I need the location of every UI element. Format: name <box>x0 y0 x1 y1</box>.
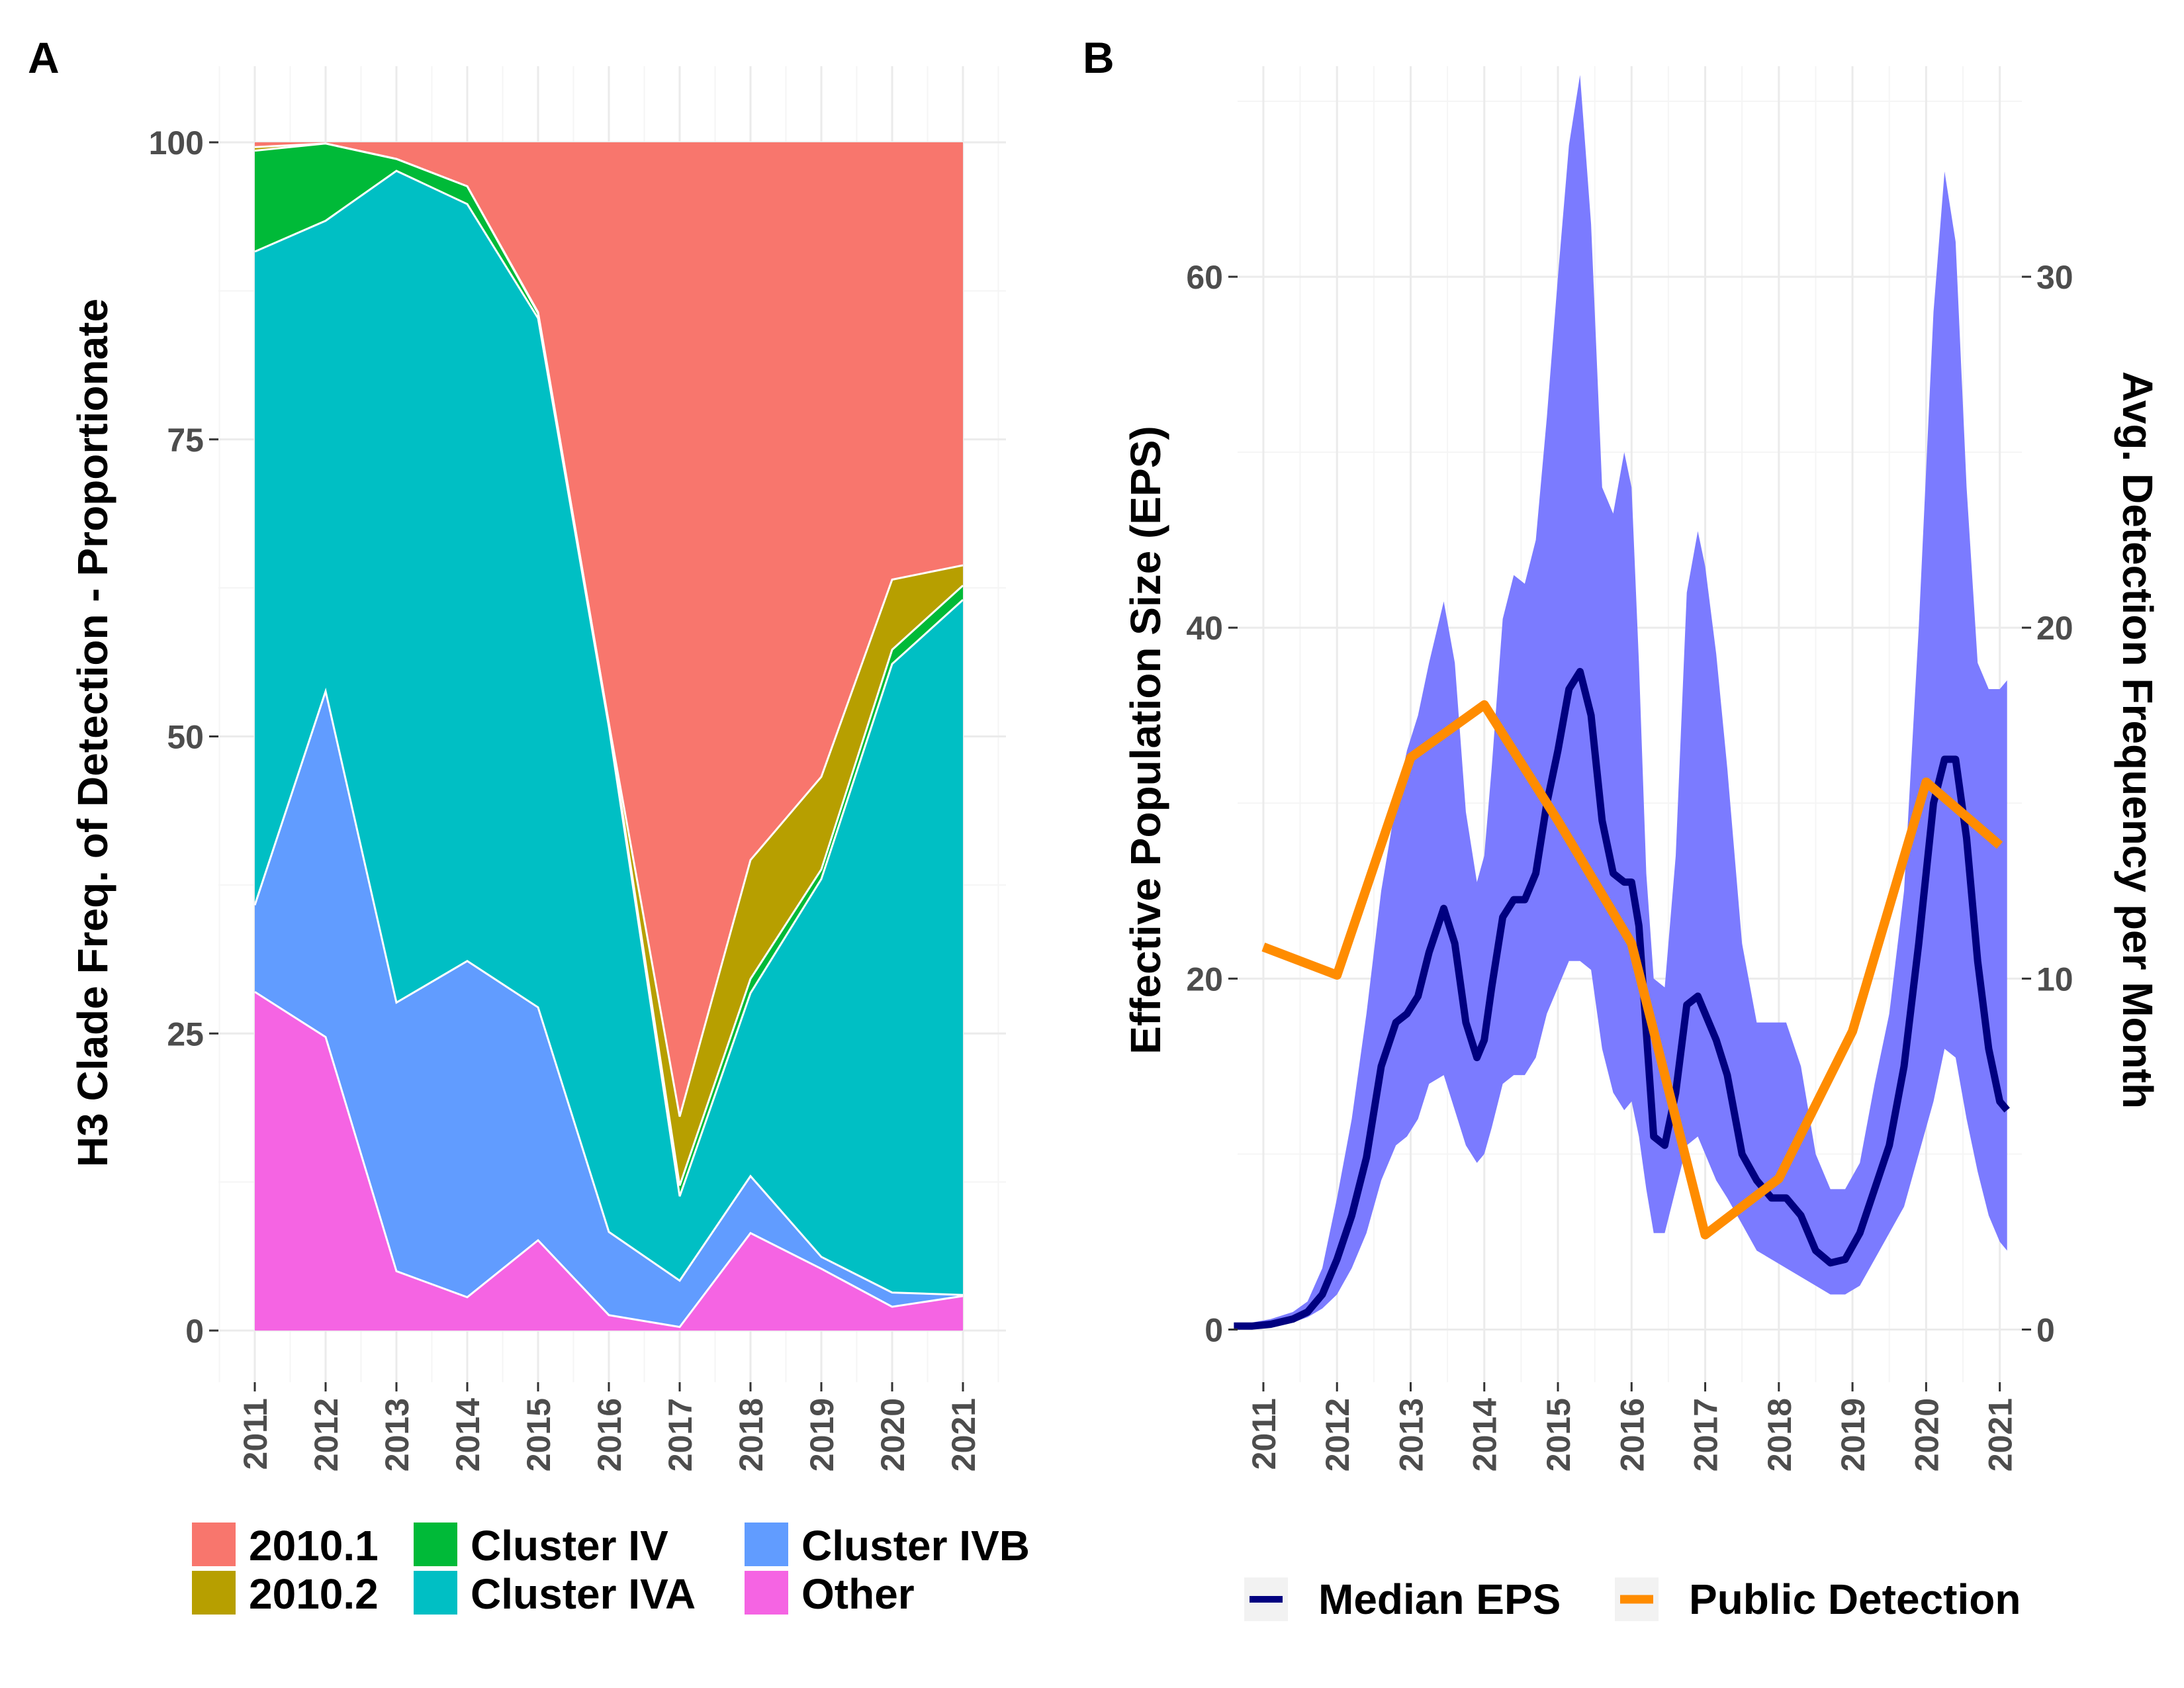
legend-item-median-eps: Median EPS <box>1244 1575 1561 1623</box>
y-tick-label: 40 <box>1186 610 1223 647</box>
panel-a-tag: A <box>28 33 60 82</box>
y-tick-label: 0 <box>185 1313 204 1350</box>
boundary-other <box>254 991 964 1329</box>
legend-label-2010-2: 2010.2 <box>249 1570 379 1618</box>
y2-tick-label: 0 <box>2036 1311 2055 1348</box>
y-tick-label: 100 <box>149 124 204 162</box>
y-tick-label: 75 <box>167 422 204 459</box>
panel-b-lines <box>1234 668 2010 1330</box>
x-tick-label: 2013 <box>379 1398 416 1472</box>
panel-a-x-ticks: 2011 2012 2013 2014 2015 2016 2017 2018 2019 2020… <box>237 1382 982 1472</box>
x-tick-label: 2020 <box>1908 1398 1945 1472</box>
legend-label-median-eps: Median EPS <box>1318 1575 1561 1623</box>
boundary-2010-2 <box>254 142 964 1117</box>
y-tick-label: 60 <box>1186 259 1223 296</box>
y2-tick-label: 20 <box>2036 610 2073 647</box>
median-eps-line <box>1234 668 2010 1330</box>
public-detection-line <box>1261 700 2003 1240</box>
legend-item-cluster-iv: Cluster IV <box>414 1522 668 1570</box>
legend-key-cluster-iva <box>414 1571 457 1615</box>
x-tick-label: 2021 <box>945 1398 982 1472</box>
x-tick-label: 2019 <box>803 1398 841 1472</box>
x-tick-label: 2013 <box>1392 1398 1430 1472</box>
legend-label-cluster-ivb: Cluster IVB <box>801 1522 1030 1570</box>
legend-label-cluster-iva: Cluster IVA <box>471 1570 696 1618</box>
panel-a-y-axis-title: H3 Clade Freq. of Detection - Proportion… <box>69 299 116 1167</box>
x-tick-label: 2012 <box>308 1398 345 1472</box>
x-tick-label: 2011 <box>237 1398 274 1470</box>
legend-item-2010-2: 2010.2 <box>192 1570 379 1618</box>
y-tick-label: 25 <box>167 1015 204 1053</box>
panel-b-y-axis-title: Effective Population Size (EPS) <box>1122 426 1169 1055</box>
legend-item-cluster-iva: Cluster IVA <box>414 1570 696 1618</box>
area-cluster-iv <box>255 143 963 1197</box>
area-2010-1 <box>255 142 963 1117</box>
panel-b-eps-ribbon <box>1234 75 2007 1328</box>
x-tick-label: 2017 <box>662 1398 699 1472</box>
legend-item-2010-1: 2010.1 <box>192 1522 379 1570</box>
legend-item-other: Other <box>745 1570 915 1618</box>
legend-label-other: Other <box>801 1570 915 1618</box>
area-other <box>255 992 963 1331</box>
legend-key-other <box>745 1571 788 1615</box>
area-cluster-ivb <box>255 691 963 1327</box>
legend-key-2010-1 <box>192 1523 236 1566</box>
x-tick-label: 2016 <box>1614 1398 1651 1472</box>
legend-label-2010-1: 2010.1 <box>249 1522 379 1570</box>
x-tick-label: 2017 <box>1688 1398 1725 1472</box>
legend-label-public-detection: Public Detection <box>1689 1575 2021 1623</box>
panel-b-legend: Median EPS Public Detection <box>1244 1575 2021 1623</box>
legend-item-public-detection: Public Detection <box>1615 1575 2021 1623</box>
x-tick-label: 2020 <box>874 1398 911 1472</box>
legend-key-cluster-ivb <box>745 1523 788 1566</box>
x-tick-label: 2014 <box>449 1398 486 1472</box>
y-tick-label: 20 <box>1186 961 1223 998</box>
x-tick-label: 2016 <box>591 1398 628 1472</box>
y-tick-label: 0 <box>1205 1311 1223 1348</box>
x-tick-label: 2018 <box>733 1398 770 1472</box>
legend-item-cluster-ivb: Cluster IVB <box>745 1522 1030 1570</box>
panel-b-tag: B <box>1083 33 1115 82</box>
legend-key-cluster-iv <box>414 1523 457 1566</box>
panel-b-y2-ticks: 0 10 20 30 <box>2022 259 2073 1348</box>
panel-b-x-ticks: 2011 2012 2013 2014 2015 2016 2017 2018 2019 2020… <box>1246 1382 2019 1472</box>
y2-tick-label: 10 <box>2036 961 2073 998</box>
x-tick-label: 2011 <box>1246 1398 1283 1470</box>
x-tick-label: 2015 <box>520 1398 557 1472</box>
y-tick-label: 50 <box>167 719 204 756</box>
x-tick-label: 2019 <box>1835 1398 1872 1472</box>
x-tick-label: 2018 <box>1761 1398 1798 1472</box>
x-tick-label: 2012 <box>1319 1398 1356 1472</box>
legend-label-cluster-iv: Cluster IV <box>471 1522 668 1570</box>
panel-b-y-ticks: 0 20 40 60 <box>1186 259 1238 1348</box>
boundary-cluster-ivb <box>253 687 964 1296</box>
x-tick-label: 2021 <box>1982 1398 2019 1472</box>
eps-interval-ribbon <box>1234 75 2007 1328</box>
panel-a-y-ticks: 0 25 50 75 100 <box>149 124 218 1350</box>
panel-a-stacked-areas <box>253 142 964 1331</box>
legend-key-2010-2 <box>192 1571 236 1615</box>
panel-b-y2-axis-title: Avg. Detection Frequency per Month <box>2114 371 2161 1109</box>
x-tick-label: 2015 <box>1540 1398 1577 1472</box>
y2-tick-label: 30 <box>2036 259 2073 296</box>
x-tick-label: 2014 <box>1467 1398 1504 1472</box>
